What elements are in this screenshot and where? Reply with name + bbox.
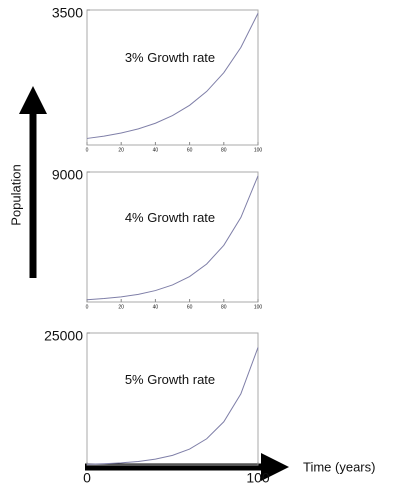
annotation: 5% Growth rate (125, 372, 215, 387)
y-tick-label: 25000 (44, 328, 83, 344)
x-tick-label: 60 (187, 147, 193, 153)
line (86, 13, 259, 139)
plot-frame (86, 9, 259, 146)
y-tick-label: 9000 (52, 167, 83, 183)
x-tick-label: 0 (86, 147, 89, 153)
annotation: 3% Growth rate (125, 50, 215, 65)
annotation: 4% Growth rate (125, 210, 215, 225)
x-tick-label: 100 (254, 304, 263, 310)
x-tick-label: 80 (221, 147, 227, 153)
y-axis-label: Population (8, 164, 23, 225)
y-tick-label: 3500 (52, 5, 83, 21)
x-axis-label: Time (years) (303, 459, 375, 474)
x-tick-label: 100 (246, 470, 270, 486)
x-tick-label: 0 (83, 470, 91, 486)
x-tick-label: 100 (254, 147, 263, 153)
x-tick-label: 40 (153, 304, 159, 310)
plot-frame (86, 171, 259, 303)
line (86, 347, 259, 465)
x-tick-label: 20 (118, 304, 124, 310)
x-tick-label: 0 (86, 304, 89, 310)
x-tick-label: 20 (118, 147, 124, 153)
x-tick-label: 80 (221, 304, 227, 310)
x-tick-label: 60 (187, 304, 193, 310)
x-tick-label: 40 (153, 147, 159, 153)
line (86, 175, 259, 301)
plot-frame (86, 332, 259, 466)
